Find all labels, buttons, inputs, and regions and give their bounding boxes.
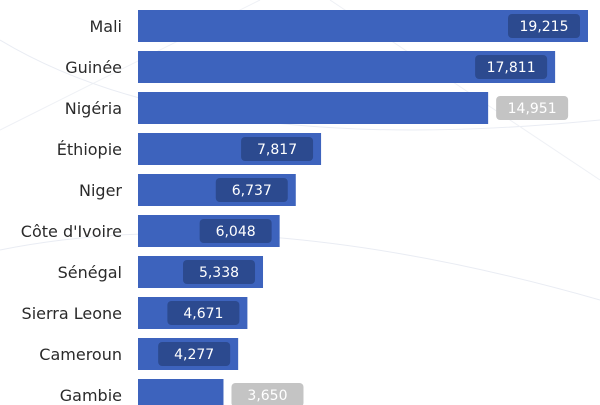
bar: [138, 92, 489, 124]
value-label: 3,650: [247, 388, 287, 404]
value-label-box: [167, 301, 240, 325]
value-label-box: [475, 55, 548, 79]
value-label: 17,811: [487, 60, 536, 76]
category-label: Mali: [90, 17, 123, 36]
value-label: 6,737: [232, 183, 272, 199]
value-label-box: [183, 260, 256, 284]
category-label: Nigéria: [65, 99, 122, 118]
category-label: Guinée: [65, 58, 122, 77]
plot-area: Mali 19,215 Guinée 17,811 Nigéria 14,951 Éthio…: [21, 10, 588, 405]
value-label: 5,338: [199, 265, 239, 281]
category-label: Sénégal: [58, 263, 122, 282]
category-label: Sierra Leone: [22, 304, 122, 323]
value-label: 7,817: [257, 142, 297, 158]
value-label-box: [231, 383, 304, 405]
bar: [138, 379, 224, 405]
value-label: 14,951: [508, 101, 557, 117]
value-label-box: [508, 14, 580, 38]
value-label-box: [496, 96, 569, 120]
bar-row: Gambie 3,650: [60, 379, 304, 405]
value-label-box: [241, 137, 314, 161]
value-label: 4,277: [174, 347, 214, 363]
bar-row: Nigéria 14,951: [65, 92, 569, 124]
value-label-box: [215, 178, 288, 202]
value-label: 6,048: [216, 224, 256, 240]
bar-row: Sierra Leone 4,671: [22, 297, 248, 329]
category-label: Niger: [79, 181, 122, 200]
category-label: Éthiopie: [57, 140, 122, 159]
value-label-box: [199, 219, 272, 243]
value-label: 19,215: [520, 19, 569, 35]
bar-row: Mali 19,215: [90, 10, 588, 42]
bar-row: Sénégal 5,338: [58, 256, 264, 288]
category-label: Côte d'Ivoire: [21, 222, 122, 241]
category-label: Cameroun: [39, 345, 122, 364]
category-label: Gambie: [60, 386, 122, 405]
bar-row: Côte d'Ivoire 6,048: [21, 215, 280, 247]
value-label: 4,671: [183, 306, 223, 322]
value-label-box: [158, 342, 231, 366]
bar-row: Éthiopie 7,817: [57, 133, 322, 165]
bar-row: Guinée 17,811: [65, 51, 556, 83]
bar-row: Cameroun 4,277: [39, 338, 239, 370]
bar-row: Niger 6,737: [79, 174, 296, 206]
